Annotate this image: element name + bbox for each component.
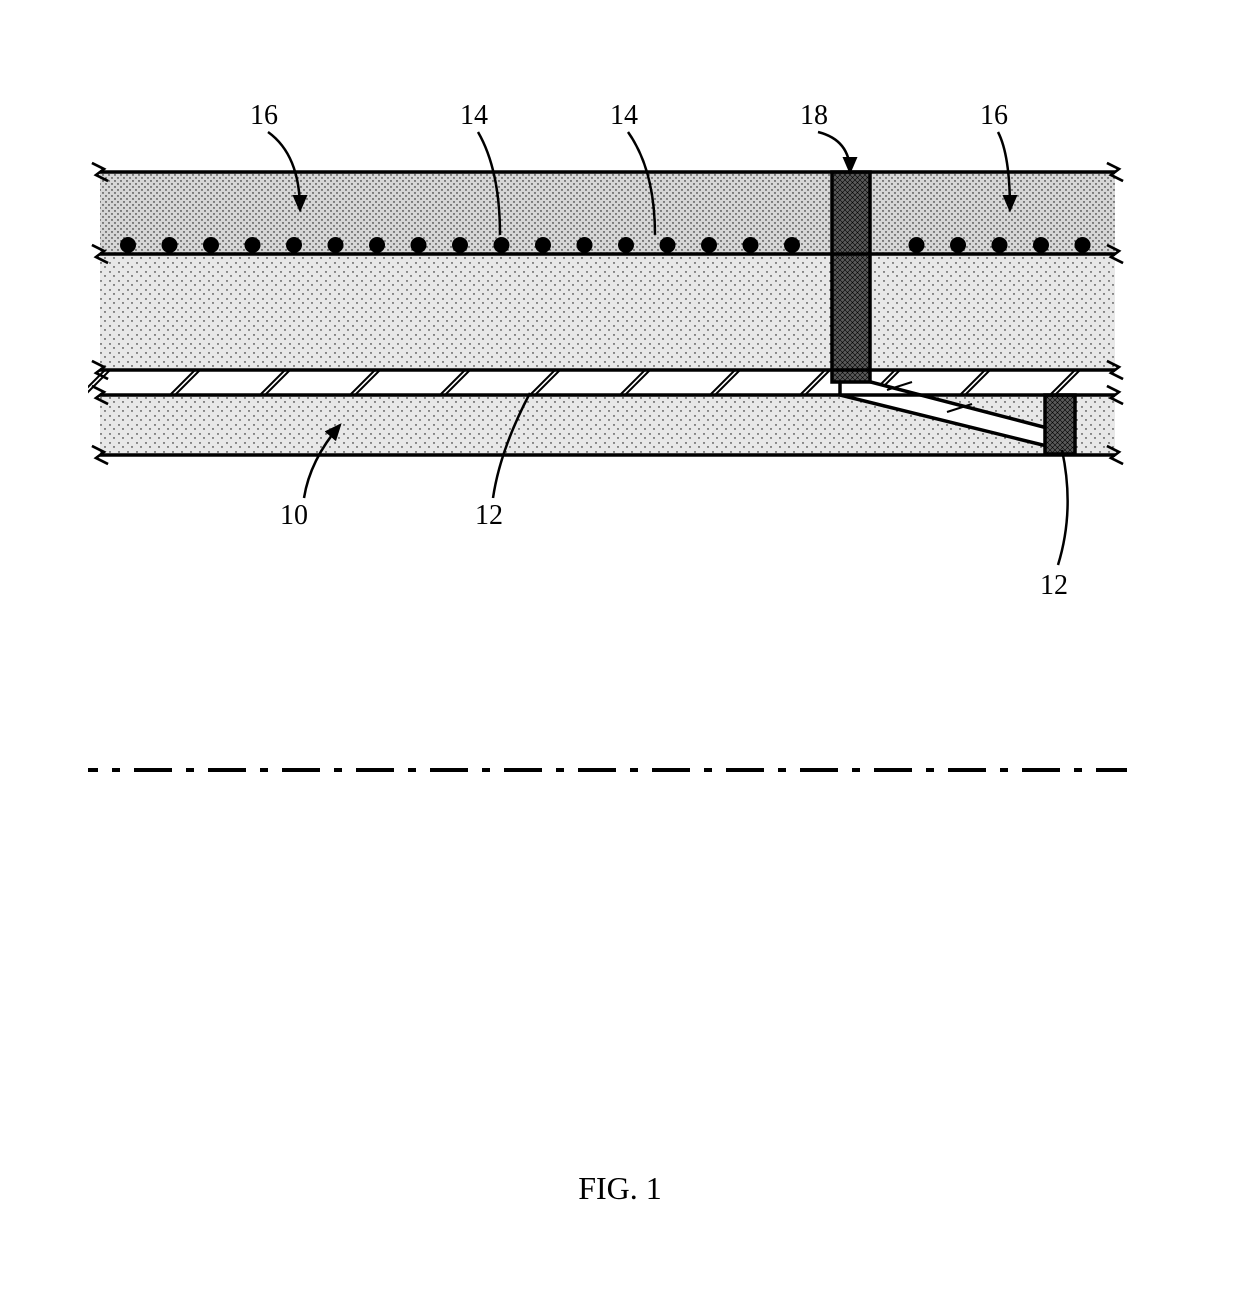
callout-label-18: 18 — [800, 100, 828, 132]
callout-label-10: 10 — [280, 500, 308, 532]
callout-label-14: 14 — [460, 100, 488, 132]
callout-label-12: 12 — [1040, 570, 1068, 602]
callout-label-16: 16 — [250, 100, 278, 132]
callout-label-12: 12 — [475, 500, 503, 532]
callout-label-14: 14 — [610, 100, 638, 132]
diagram-svg — [0, 0, 1240, 1285]
callout-label-16: 16 — [980, 100, 1008, 132]
figure-1: 16 14 14 18 16 10 12 12 FIG. 1 — [0, 0, 1240, 1285]
figure-caption: FIG. 1 — [578, 1170, 662, 1207]
